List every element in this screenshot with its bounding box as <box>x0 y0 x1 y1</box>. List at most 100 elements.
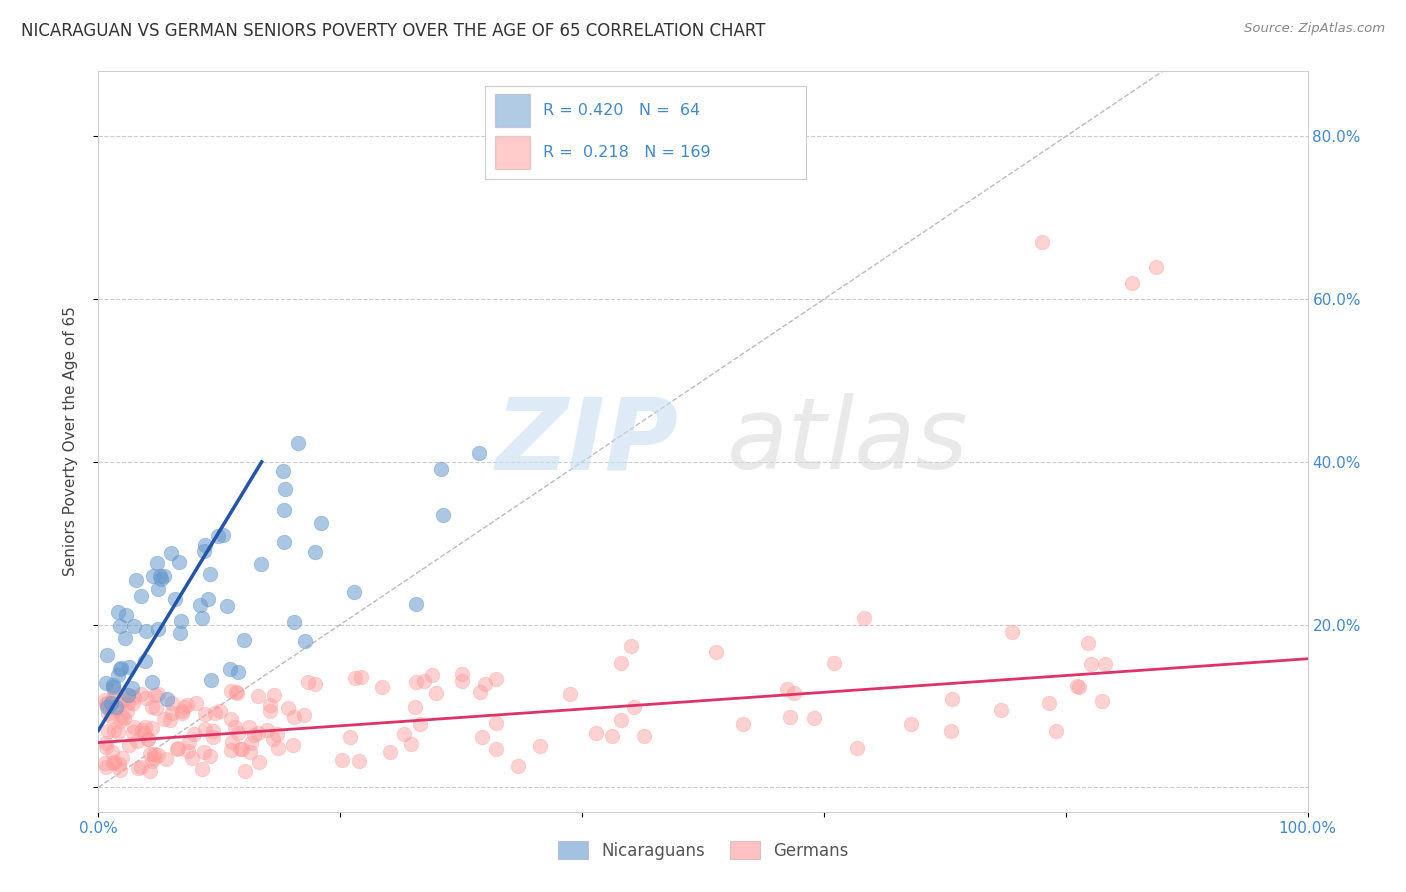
Point <box>990 703 1012 717</box>
Point <box>425 686 447 700</box>
Point <box>129 760 152 774</box>
Point <box>131 723 153 737</box>
Point <box>200 567 222 582</box>
Point <box>101 745 124 759</box>
Point <box>152 712 174 726</box>
Point <box>138 732 160 747</box>
Point <box>474 677 496 691</box>
Point <box>108 714 131 729</box>
Point <box>259 704 281 718</box>
Point <box>297 674 319 689</box>
Point <box>94 739 117 754</box>
Point <box>250 557 273 571</box>
Point <box>103 755 125 769</box>
Point <box>845 740 868 755</box>
Point <box>115 704 138 718</box>
Point <box>139 764 162 778</box>
Point <box>97 724 120 739</box>
Point <box>471 730 494 744</box>
Point <box>246 725 269 739</box>
Point <box>100 709 122 723</box>
Point <box>115 607 138 622</box>
Point <box>143 688 166 702</box>
Point <box>169 626 191 640</box>
Point <box>94 736 117 750</box>
Point <box>160 696 183 710</box>
Point <box>135 624 157 638</box>
Point <box>939 724 962 739</box>
Point <box>247 756 270 770</box>
Point <box>150 572 173 586</box>
Point <box>779 710 801 724</box>
Point <box>405 674 427 689</box>
Point <box>122 724 145 739</box>
Point <box>733 716 755 731</box>
Y-axis label: Seniors Poverty Over the Age of 65: Seniors Poverty Over the Age of 65 <box>63 307 77 576</box>
Point <box>167 555 190 569</box>
Point <box>370 681 392 695</box>
Point <box>405 597 427 611</box>
Point <box>420 668 443 682</box>
Point <box>103 682 125 697</box>
Point <box>1001 624 1024 639</box>
Point <box>1077 635 1099 649</box>
Point <box>585 725 607 739</box>
Point <box>117 696 139 710</box>
Point <box>215 599 238 614</box>
Point <box>232 633 254 648</box>
Point <box>143 750 166 764</box>
Point <box>239 745 262 759</box>
Point <box>141 755 163 769</box>
Point <box>218 662 240 676</box>
Point <box>183 726 205 740</box>
Point <box>271 464 294 478</box>
Point <box>1091 694 1114 708</box>
Point <box>165 591 187 606</box>
Point <box>600 729 623 743</box>
Point <box>110 661 132 675</box>
Point <box>141 675 163 690</box>
Point <box>620 640 643 654</box>
Point <box>274 482 297 496</box>
Point <box>193 745 215 759</box>
Point <box>409 716 432 731</box>
Point <box>108 619 131 633</box>
Point <box>124 720 146 734</box>
Point <box>169 614 191 628</box>
Point <box>97 706 120 720</box>
Point <box>485 716 508 731</box>
Point <box>485 672 508 686</box>
Point <box>225 685 247 699</box>
Point <box>283 615 305 629</box>
Point <box>156 692 179 706</box>
Text: atlas: atlas <box>727 393 969 490</box>
Point <box>782 686 804 700</box>
Point <box>273 535 295 549</box>
Point <box>259 698 281 713</box>
Point <box>141 699 163 714</box>
Point <box>176 698 198 713</box>
Point <box>152 569 174 583</box>
Point <box>343 584 366 599</box>
Point <box>117 689 139 703</box>
Point <box>96 676 118 690</box>
Point <box>1031 235 1053 250</box>
Point <box>201 730 224 744</box>
Point <box>134 720 156 734</box>
Point <box>347 754 370 768</box>
Point <box>262 731 284 746</box>
Point <box>219 683 242 698</box>
Point <box>104 702 127 716</box>
Point <box>108 756 131 771</box>
Point <box>380 745 402 759</box>
Point <box>170 706 193 720</box>
Point <box>558 687 581 701</box>
Point <box>107 668 129 682</box>
Point <box>231 741 253 756</box>
Point <box>294 634 316 648</box>
Point <box>900 717 922 731</box>
Point <box>1094 657 1116 671</box>
Point <box>803 710 825 724</box>
Point <box>309 516 332 531</box>
Point <box>108 697 131 711</box>
